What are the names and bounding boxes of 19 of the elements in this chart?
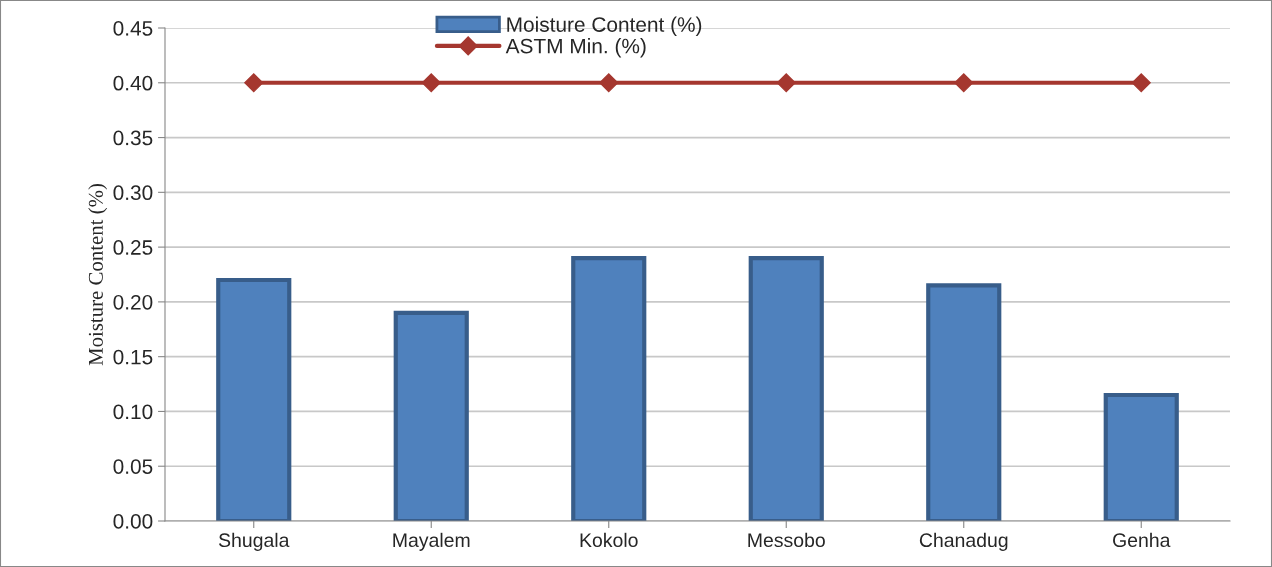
x-tick-label: Messobo (748, 532, 825, 548)
y-tick-label: 0.45 (113, 21, 153, 36)
y-tick-label: 0.15 (113, 349, 153, 365)
x-tick-label: Shugala (218, 532, 290, 551)
x-tick-label: Genha (1113, 532, 1171, 548)
y-axis-title: Moisture Content (%) (88, 184, 108, 366)
y-tick-label: 0.05 (113, 459, 153, 474)
legend-label: Moisture Content (%) (507, 16, 702, 37)
y-tick-label: 0.40 (113, 75, 153, 91)
y-tick-label: 0.35 (113, 130, 153, 146)
x-tick-label: Mayalem (393, 532, 470, 551)
y-tick-label: 0.10 (113, 404, 153, 420)
legend-label: ASTM Min. (%) (505, 38, 646, 58)
y-tick-label: 0.20 (113, 294, 153, 310)
y-tick-label: 0.25 (113, 240, 153, 255)
y-tick-label: 0.30 (113, 185, 153, 201)
x-tick-label: Chanadug (919, 532, 1008, 551)
y-tick-label: 0.00 (113, 514, 153, 529)
x-tick-label: Kokolo (580, 532, 638, 548)
